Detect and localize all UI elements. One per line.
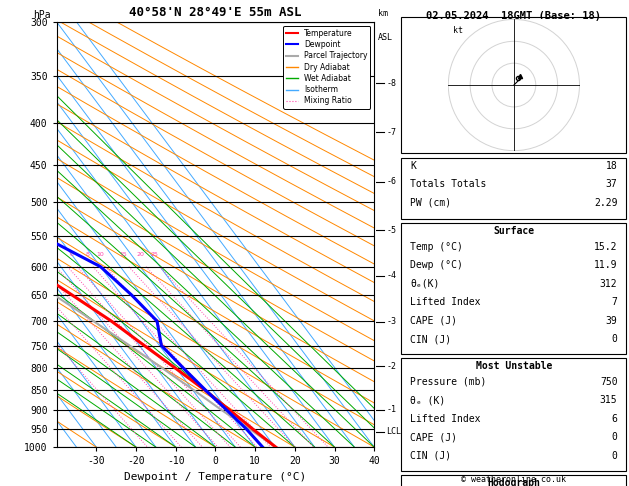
Text: PW (cm): PW (cm): [410, 198, 452, 208]
Text: 7: 7: [611, 297, 618, 307]
Text: Surface: Surface: [493, 226, 535, 236]
Text: 312: 312: [600, 278, 618, 289]
Legend: Temperature, Dewpoint, Parcel Trajectory, Dry Adiabat, Wet Adiabat, Isotherm, Mi: Temperature, Dewpoint, Parcel Trajectory…: [283, 26, 370, 108]
Text: 15: 15: [120, 252, 127, 258]
Text: 10: 10: [96, 252, 104, 258]
Bar: [401, 475, 626, 486]
Text: -3: -3: [386, 317, 396, 326]
Text: -1: -1: [386, 405, 396, 414]
Text: 02.05.2024  18GMT (Base: 18): 02.05.2024 18GMT (Base: 18): [426, 11, 601, 21]
Text: CAPE (J): CAPE (J): [410, 433, 457, 442]
Text: 6: 6: [611, 414, 618, 424]
Title: 40°58'N 28°49'E 55m ASL: 40°58'N 28°49'E 55m ASL: [129, 6, 302, 19]
Bar: [401, 358, 626, 471]
Text: 0: 0: [611, 433, 618, 442]
X-axis label: Dewpoint / Temperature (°C): Dewpoint / Temperature (°C): [125, 472, 306, 482]
Bar: [401, 158, 626, 219]
Text: kt: kt: [453, 26, 463, 35]
Text: θₑ (K): θₑ (K): [410, 396, 445, 405]
Text: -5: -5: [386, 226, 396, 235]
Text: Lifted Index: Lifted Index: [410, 297, 481, 307]
Text: Temp (°C): Temp (°C): [410, 242, 463, 252]
Text: 8: 8: [86, 252, 89, 258]
Text: 750: 750: [600, 377, 618, 387]
Text: 6: 6: [70, 252, 74, 258]
Text: Lifted Index: Lifted Index: [410, 414, 481, 424]
Text: 25: 25: [150, 252, 158, 258]
Text: 15.2: 15.2: [594, 242, 618, 252]
Text: θₑ(K): θₑ(K): [410, 278, 440, 289]
Text: -6: -6: [386, 177, 396, 187]
Text: -2: -2: [386, 362, 396, 371]
Text: 2.29: 2.29: [594, 198, 618, 208]
Text: Pressure (mb): Pressure (mb): [410, 377, 487, 387]
Text: CIN (J): CIN (J): [410, 451, 452, 461]
Text: LCL: LCL: [386, 428, 401, 436]
Text: Totals Totals: Totals Totals: [410, 179, 487, 190]
Text: -8: -8: [386, 79, 396, 88]
Text: hPa: hPa: [33, 10, 50, 20]
Text: 11.9: 11.9: [594, 260, 618, 270]
Text: Most Unstable: Most Unstable: [476, 361, 552, 371]
Text: Dewp (°C): Dewp (°C): [410, 260, 463, 270]
Text: K: K: [410, 161, 416, 171]
Text: 18: 18: [606, 161, 618, 171]
Text: 315: 315: [600, 396, 618, 405]
Text: 0: 0: [611, 451, 618, 461]
Text: ASL: ASL: [379, 33, 393, 41]
Text: km: km: [379, 9, 388, 17]
Text: CIN (J): CIN (J): [410, 334, 452, 344]
Text: 0: 0: [611, 334, 618, 344]
Text: 37: 37: [606, 179, 618, 190]
Text: 39: 39: [606, 315, 618, 326]
Text: CAPE (J): CAPE (J): [410, 315, 457, 326]
Text: © weatheronline.co.uk: © weatheronline.co.uk: [462, 474, 566, 484]
Bar: [401, 17, 626, 153]
Text: -4: -4: [386, 272, 396, 280]
Text: 20: 20: [136, 252, 145, 258]
Text: Hodograph: Hodograph: [487, 478, 540, 486]
Text: -7: -7: [386, 128, 396, 137]
Bar: [401, 223, 626, 354]
